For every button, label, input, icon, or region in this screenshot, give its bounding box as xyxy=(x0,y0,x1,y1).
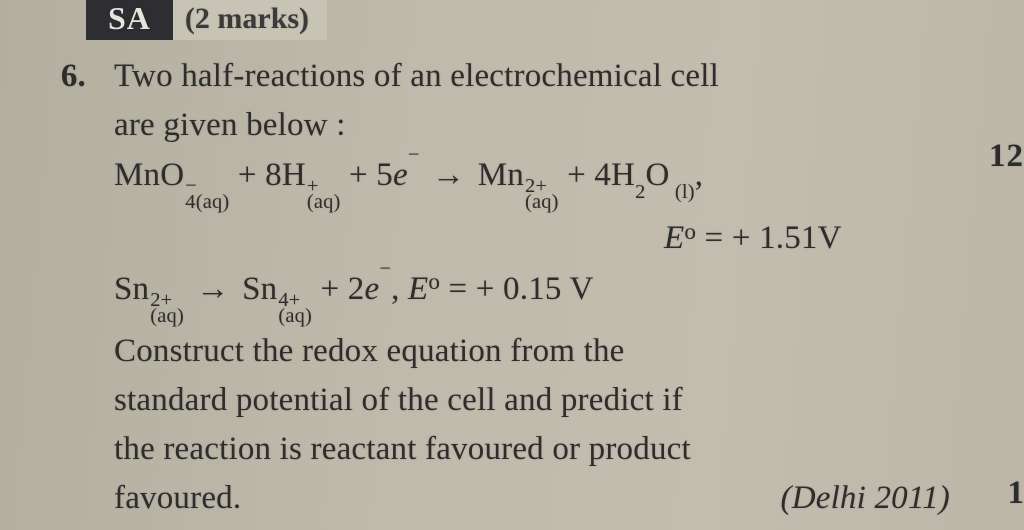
eq1-e-minus: − xyxy=(408,144,420,166)
eq1-mno: MnO xyxy=(114,157,184,193)
question-body: Two half-reactions of an electrochemical… xyxy=(114,52,1024,523)
eq2-sn4-charge: 4+(aq) xyxy=(278,293,312,325)
eq1-arrow: → xyxy=(420,157,478,193)
body-line-1: Construct the redox equation from the xyxy=(114,327,966,376)
favoured-text: favoured. xyxy=(114,474,241,523)
e0-line-1: Eo = + 1.51V xyxy=(114,213,966,263)
body-line-4: favoured. (Delhi 2011) xyxy=(114,474,966,523)
eq1-water-phase: (l) xyxy=(670,181,695,203)
eq1-8h: + 8H xyxy=(229,157,305,193)
margin-number-1: 1 xyxy=(1008,475,1024,512)
e0-1-val: = + 1.51V xyxy=(696,220,842,256)
eq2-arrow: → xyxy=(184,271,242,307)
question-block: 6. Two half-reactions of an electrochemi… xyxy=(0,48,1024,523)
e0-1-e: E xyxy=(664,220,684,256)
eq1-comma: , xyxy=(695,157,703,193)
eq1-h2: 2 xyxy=(635,181,645,203)
eq1-e: e xyxy=(393,157,408,193)
eq1-4h: + 4H xyxy=(559,157,635,193)
eq2-sn: Sn xyxy=(114,271,149,307)
eq2-sn4: Sn xyxy=(242,271,277,307)
eq1-mn-charge: 2+(aq) xyxy=(525,179,559,211)
sa-badge: SA xyxy=(86,0,173,40)
page: SA (2 marks) 6. Two half-reactions of an… xyxy=(0,0,1024,530)
equation-1: MnO−4(aq) + 8H+(aq) + 5e− → Mn2+(aq) + 4… xyxy=(114,150,966,214)
e0-1-deg: o xyxy=(684,218,696,244)
body-line-2: standard potential of the cell and predi… xyxy=(114,376,966,425)
eq2-sn-charge: 2+(aq) xyxy=(150,293,184,325)
marks-label: (2 marks) xyxy=(173,0,327,40)
intro-line-2: are given below : xyxy=(114,101,966,150)
e0-2-e: E xyxy=(408,271,428,307)
eq2-e: e xyxy=(364,271,379,307)
question-header: SA (2 marks) xyxy=(0,0,1024,48)
eq1-mn: Mn xyxy=(478,157,524,193)
eq1-h-charge: +(aq) xyxy=(307,179,341,211)
intro-line-1: Two half-reactions of an electrochemical… xyxy=(114,52,966,101)
eq1-mno-charge: −4(aq) xyxy=(185,179,229,211)
eq2-e-minus: − xyxy=(379,258,391,280)
margin-number-12: 12 xyxy=(989,138,1024,175)
e0-2-val: = + 0.15 V xyxy=(440,271,593,307)
eq1-o: O xyxy=(646,157,670,193)
body-line-3: the reaction is reactant favoured or pro… xyxy=(114,425,966,474)
eq2-2e-prefix: + 2 xyxy=(312,271,364,307)
eq2-comma: , xyxy=(391,271,408,307)
e0-2-deg: o xyxy=(428,268,440,294)
source-label: (Delhi 2011) xyxy=(741,474,967,523)
equation-2: Sn2+(aq) → Sn4+(aq) + 2e−, Eo = + 0.15 V xyxy=(114,264,966,328)
eq1-5e-prefix: + 5 xyxy=(341,157,393,193)
question-number: 6. xyxy=(20,52,114,523)
